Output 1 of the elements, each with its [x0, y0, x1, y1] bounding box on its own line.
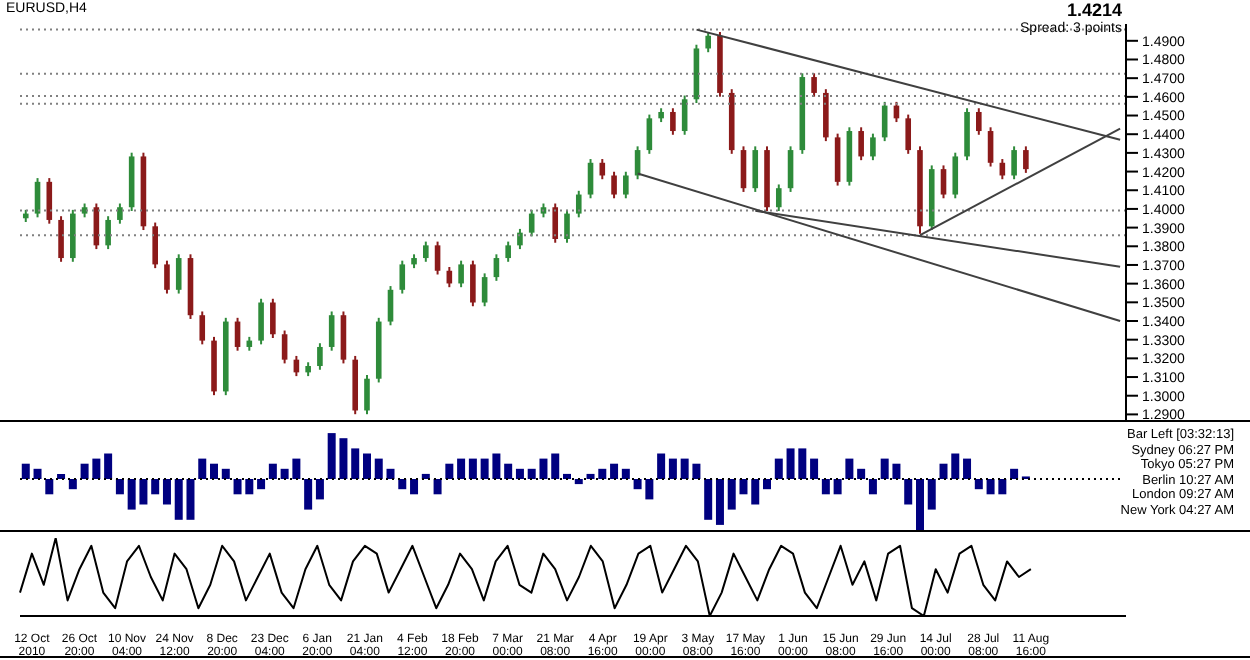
text: 1.4214: [1064, 0, 1122, 20]
